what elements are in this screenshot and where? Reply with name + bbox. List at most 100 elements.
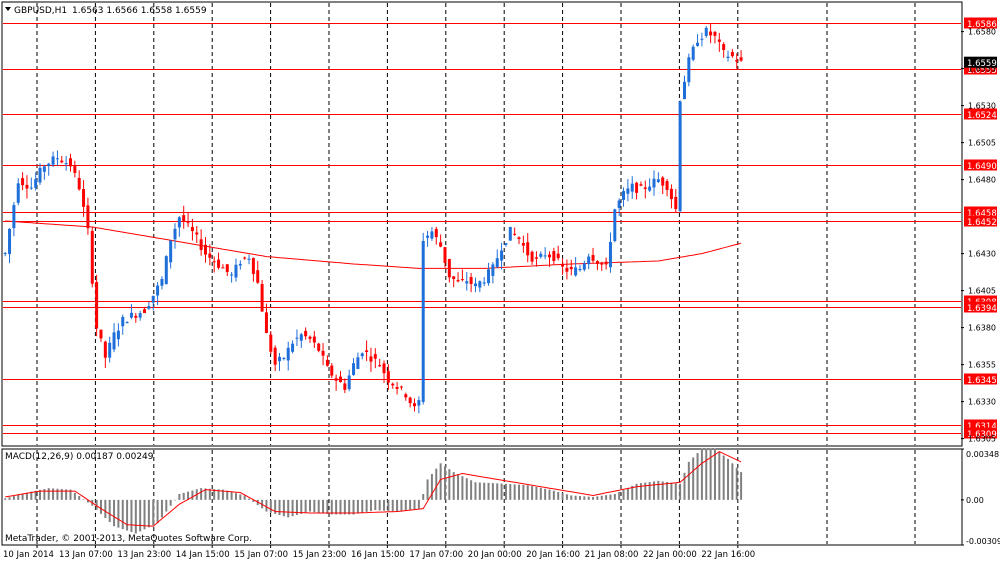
macd-bar	[578, 496, 581, 500]
candle-bull	[360, 353, 364, 357]
candle-bull	[700, 38, 704, 40]
candle-bear	[595, 261, 599, 265]
candle-bear	[395, 387, 399, 389]
candle-bull	[230, 274, 234, 276]
macd-bar	[531, 486, 534, 500]
candle-bull	[247, 258, 251, 260]
level-tag	[964, 295, 997, 307]
macd-bar	[626, 487, 629, 500]
macd-bar	[191, 490, 194, 500]
candle-bull	[177, 217, 181, 228]
macd-tick-label: -0.00309	[966, 537, 1000, 546]
candle-bull	[291, 343, 295, 352]
macd-bar	[278, 499, 281, 516]
price-tick-label: 1.6330	[968, 398, 996, 407]
macd-bar	[491, 483, 494, 500]
candle-bull	[465, 281, 469, 284]
copyright: MetaTrader, © 2001-2013, MetaQuotes Soft…	[5, 534, 252, 544]
macd-bar	[513, 484, 516, 500]
candle-bull	[543, 255, 547, 257]
macd-bar	[300, 499, 303, 514]
macd-bar	[348, 499, 351, 515]
candle-bull	[238, 263, 242, 266]
collapse-triangle-icon[interactable]	[5, 7, 11, 11]
candle-bear	[134, 315, 138, 318]
macd-bar	[635, 483, 638, 500]
vertical-grid	[36, 3, 916, 445]
candle-bull	[482, 282, 486, 284]
macd-bar	[587, 496, 590, 500]
candle-bear	[378, 365, 382, 367]
candle-bull	[352, 363, 356, 375]
candle-bear	[317, 343, 321, 351]
candle-bull	[630, 183, 634, 192]
candle-bull	[108, 342, 112, 358]
macd-bar	[160, 499, 163, 518]
candle-bear	[90, 230, 94, 284]
macd-bar	[396, 499, 399, 512]
macd-tick-label: 0.00	[966, 496, 984, 505]
level-label: 1.6309	[967, 430, 997, 440]
macd-bar	[470, 480, 473, 500]
candle-bear	[221, 267, 225, 269]
macd-bar	[613, 494, 616, 500]
candle-bear	[717, 39, 721, 42]
macd-bar	[727, 458, 730, 500]
candle-bull	[29, 187, 33, 189]
macd-bar	[639, 483, 642, 500]
macd-bar	[121, 499, 124, 530]
candle-bear	[635, 182, 639, 193]
macd-bar	[217, 489, 220, 500]
candle-bear	[408, 397, 412, 404]
macd-bar	[356, 499, 359, 514]
candle-bear	[312, 336, 316, 343]
candle-bear	[565, 267, 569, 272]
candle-bear	[669, 188, 673, 200]
candle-bear	[251, 258, 255, 275]
candle-bull	[539, 253, 543, 257]
candle-bull	[151, 295, 155, 303]
macd-panel[interactable]: 0.00348 0.00 -0.00309 MACD(12,26,9) 0.0018…	[1, 448, 1000, 546]
macd-bar	[243, 495, 246, 500]
macd-bar	[548, 489, 551, 500]
candle-bear	[82, 189, 86, 207]
candle-bull	[278, 356, 282, 362]
level-label: 1.6586	[967, 20, 997, 30]
candle-bear	[713, 31, 717, 36]
candle-bear	[600, 262, 604, 265]
macd-bar	[713, 448, 716, 500]
time-tick-label: 22 Jan 16:00	[701, 550, 755, 560]
candle-bear	[665, 181, 669, 190]
time-tick-label: 20 Jan 00:00	[468, 550, 522, 560]
price-tick-label: 1.6305	[968, 435, 996, 444]
macd-bar	[735, 467, 738, 500]
time-tick-label: 15 Jan 23:00	[293, 550, 347, 560]
price-axis: 1.6580 1.6555 1.6530 1.6505 1.6480 1.6430 1.64…	[961, 28, 997, 444]
macd-bar	[56, 488, 59, 500]
candle-bull	[16, 183, 20, 203]
price-tick-label: 1.6555	[968, 65, 996, 74]
candle-bull	[648, 186, 652, 191]
macd-bar	[12, 496, 15, 500]
macd-bar	[352, 499, 355, 515]
macd-bar	[648, 482, 651, 500]
candle-bear	[186, 222, 190, 224]
macd-bar	[705, 448, 708, 500]
candle-bull	[608, 241, 612, 268]
candle-bear	[534, 257, 538, 259]
candle-bear	[730, 52, 734, 57]
candle-bull	[626, 188, 630, 194]
macd-bar	[687, 461, 690, 500]
time-tick-label: 14 Jan 15:00	[176, 550, 230, 560]
candle-bear	[325, 359, 329, 366]
candle-bull	[147, 306, 151, 309]
macd-tick-label: 0.00348	[966, 450, 999, 459]
macd-bar	[692, 457, 695, 500]
macd-bar	[474, 482, 477, 500]
current-price-label: 1.6559	[967, 59, 997, 69]
candle-bear	[73, 165, 77, 173]
macd-bar	[409, 499, 412, 510]
